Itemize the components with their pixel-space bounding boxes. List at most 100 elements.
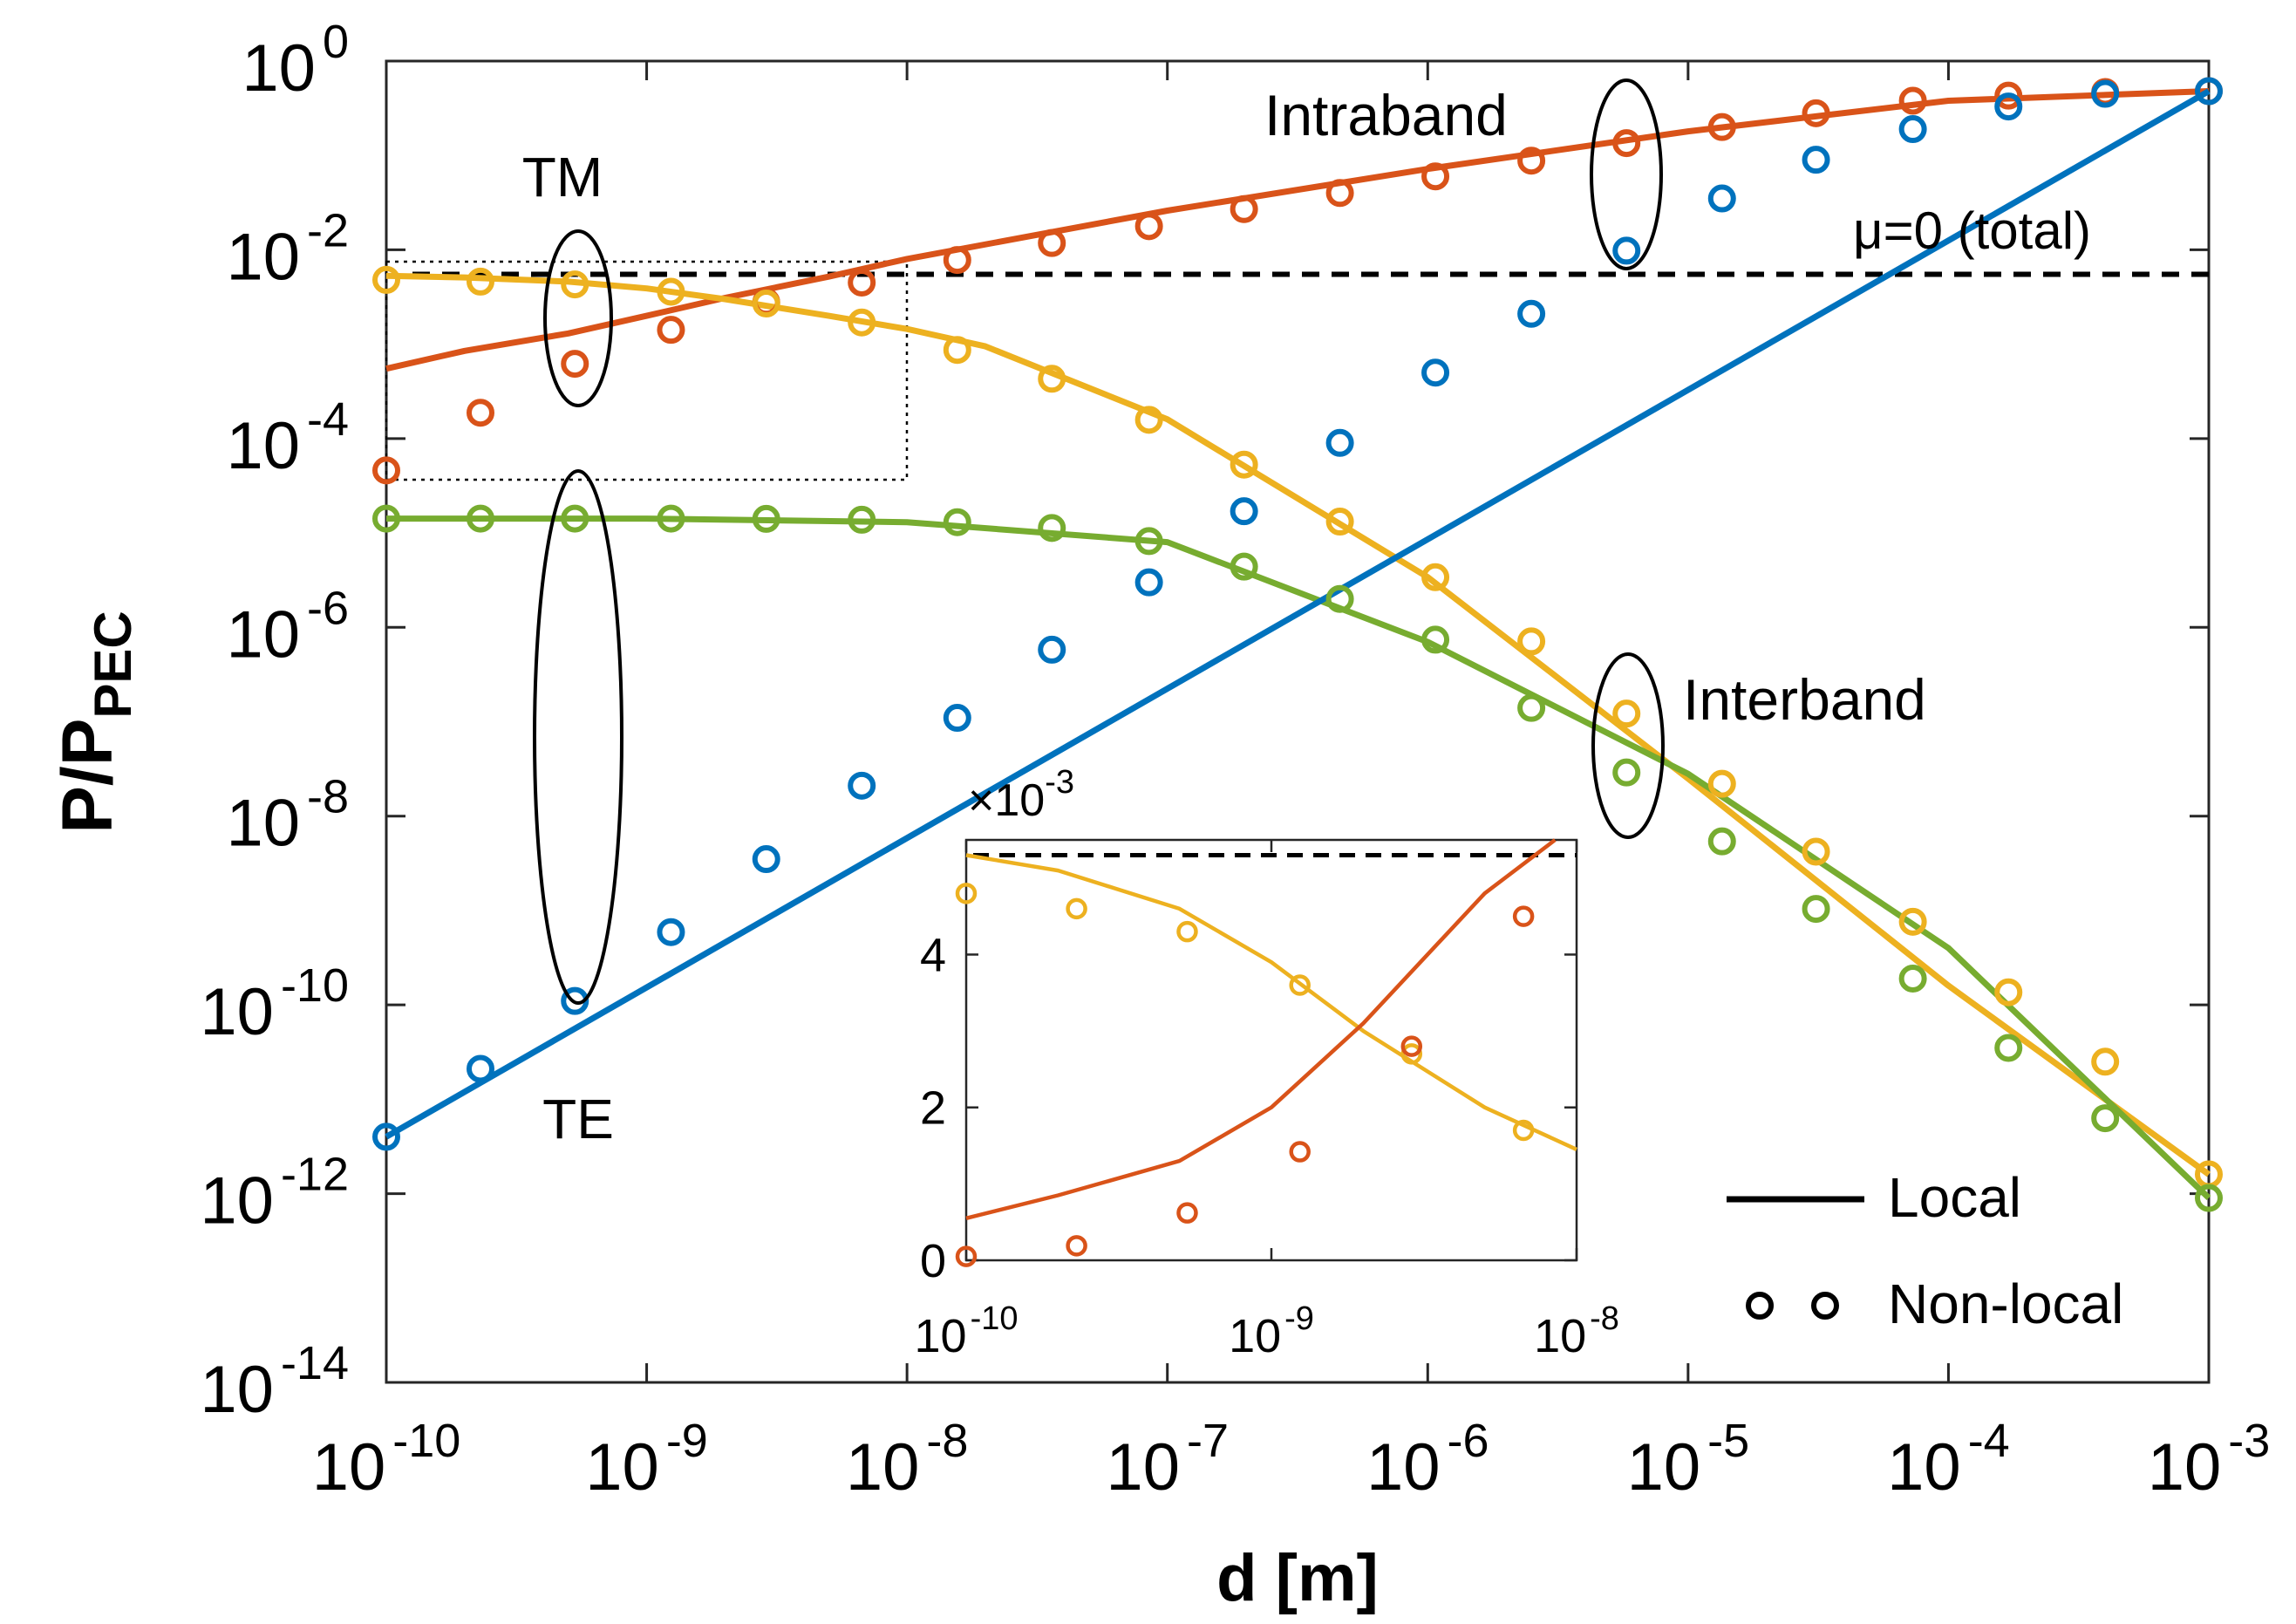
interband-te-nonlocal-point (943, 508, 971, 536)
legend: Local Non-local (1727, 1166, 2123, 1335)
interband-te-nonlocal-point (1230, 552, 1258, 581)
intraband-te-nonlocal-point (1134, 568, 1163, 597)
legend-nonlocal-marker-1 (1746, 1292, 1774, 1320)
x-tick-label: 10 -7 (1106, 1415, 1229, 1505)
interband-te-local-line (386, 515, 2211, 1201)
y-tick-label-base: 10 (226, 220, 300, 294)
intraband-te-nonlocal-point (2091, 79, 2120, 108)
interband-tm-nonlocal-point (2091, 1047, 2120, 1076)
intraband-te-nonlocal-point (943, 704, 971, 733)
inset-x-tick-label-exp: -10 (971, 1300, 1019, 1337)
intraband-te-nonlocal-point (2195, 77, 2223, 106)
intraband-te-nonlocal-point (657, 918, 685, 946)
intraband-te-nonlocal-point (1038, 635, 1066, 664)
y-tick-label-exp: -14 (281, 1337, 349, 1389)
x-tick-label-exp: -7 (1187, 1415, 1229, 1467)
interband-tm-nonlocal-point (1134, 406, 1163, 434)
x-tick-label-base: 10 (1627, 1430, 1701, 1505)
x-tick-label-base: 10 (1106, 1430, 1180, 1505)
y-axis-label-base: P/P (48, 719, 127, 834)
y-tick-label: 10 -12 (200, 1149, 349, 1238)
y-tick-label: 10 -2 (226, 204, 349, 294)
interband-te-nonlocal-point (1421, 625, 1450, 654)
y-tick-label-exp: -10 (281, 959, 349, 1012)
y-tick-label-base: 10 (200, 1164, 274, 1238)
zoom-region-box (385, 260, 909, 481)
legend-nonlocal-label: Non-local (1888, 1273, 2123, 1335)
interband-tm-nonlocal-point (1994, 978, 2023, 1006)
inset-interband-tm-nonlocal-point (1289, 974, 1311, 996)
inset-interband-tm-nonlocal-point (955, 883, 978, 904)
inset-y-tick-label: 0 (920, 1235, 946, 1287)
y-tick-label: 10 -6 (226, 582, 349, 672)
y-tick-label-base: 10 (226, 597, 300, 672)
interband-tm-local-line (385, 272, 2211, 1177)
x-tick-label-exp: -3 (2228, 1415, 2270, 1467)
x-tick-label: 10 -8 (846, 1415, 969, 1505)
x-tick-label: 10 -9 (585, 1415, 708, 1505)
intraband-tm-nonlocal-point (1517, 147, 1546, 175)
interband-te-nonlocal-point (1517, 693, 1546, 722)
inset-interband-tm-nonlocal-point (1400, 1043, 1423, 1065)
intraband-te-nonlocal-point (752, 845, 780, 874)
x-tick-label: 10 -10 (312, 1415, 461, 1505)
y-tick-label: 10 0 (242, 16, 349, 106)
interband-tm-nonlocal-point (1898, 907, 1927, 936)
interband-te-nonlocal-point (1898, 964, 1927, 993)
intraband-te-nonlocal-point (848, 771, 876, 800)
y-tick-label-exp: -12 (281, 1149, 349, 1201)
intraband-tm-nonlocal-point (1134, 212, 1163, 241)
inset-x-tick-label-exp: -9 (1284, 1300, 1314, 1337)
inset-intraband-tm-nonlocal-point (955, 1245, 978, 1267)
interband-te-nonlocal-point (1707, 827, 1736, 856)
x-tick-label-exp: -5 (1707, 1415, 1749, 1467)
intraband-annotation: Intraband (1264, 83, 1508, 147)
inset-y-multiplier-base: ×10 (968, 775, 1045, 826)
tm-ellipse (543, 229, 613, 407)
y-tick-label-base: 10 (226, 409, 300, 483)
inset-ticks (964, 840, 1578, 1262)
x-tick-label-exp: -4 (1968, 1415, 2010, 1467)
y-axis-label: P/PPEC (48, 611, 142, 834)
interband-te-nonlocal-point (657, 504, 685, 533)
interband-te-nonlocal-point (1802, 895, 1830, 924)
interband-tm-nonlocal-point (1421, 563, 1450, 591)
y-tick-label-exp: -4 (307, 393, 349, 446)
intraband-te-nonlocal-point (1898, 115, 1927, 144)
interband-te-nonlocal-point (1325, 584, 1354, 613)
intraband-tm-nonlocal-point (1612, 129, 1641, 158)
interband-te-nonlocal-point (2195, 1184, 2223, 1212)
inset-series-markers (955, 883, 1535, 1267)
inset-intraband-tm-local-line (965, 838, 1557, 1220)
inset-x-tick-label: 10 -10 (915, 1300, 1019, 1362)
inset-interband-tm-local-line (965, 853, 1577, 1151)
x-tick-label: 10 -3 (2148, 1415, 2271, 1505)
intraband-te-nonlocal-point (1517, 299, 1546, 328)
inset-y-multiplier-exp: -3 (1045, 764, 1074, 801)
inset-x-tick-label: 10 -9 (1229, 1300, 1314, 1362)
x-tick-label-exp: -8 (926, 1415, 968, 1467)
intraband-tm-nonlocal-point (1325, 179, 1354, 208)
intraband-tm-nonlocal-point (1994, 81, 2023, 110)
y-tick-label-exp: 0 (323, 16, 349, 68)
inset-series-lines (965, 838, 1577, 1220)
intraband-tm-nonlocal-point (657, 316, 685, 345)
x-tick-label-exp: -9 (666, 1415, 708, 1467)
intraband-tm-nonlocal-point (1421, 162, 1450, 191)
inset-interband-tm-nonlocal-point (1176, 920, 1198, 943)
intraband-tm-nonlocal-point (1802, 99, 1830, 127)
intraband-tm-nonlocal-point (848, 268, 876, 297)
intraband-tm-nonlocal-point (1898, 86, 1927, 115)
interband-tm-nonlocal-point (752, 289, 780, 317)
intraband-te-nonlocal-point (467, 1054, 495, 1083)
interband-te-nonlocal-point (1994, 1034, 2023, 1062)
interband-tm-nonlocal-point (943, 336, 971, 365)
interband-te-nonlocal-point (848, 505, 876, 534)
interband-tm-nonlocal-point (1707, 769, 1736, 798)
interband-annotation: Interband (1683, 667, 1926, 732)
intraband-tm-nonlocal-point (467, 399, 495, 427)
intraband-te-nonlocal-point (372, 1122, 400, 1151)
y-tick-label: 10 -10 (200, 959, 349, 1049)
inset-x-tick-label-base: 10 (1229, 1310, 1281, 1362)
